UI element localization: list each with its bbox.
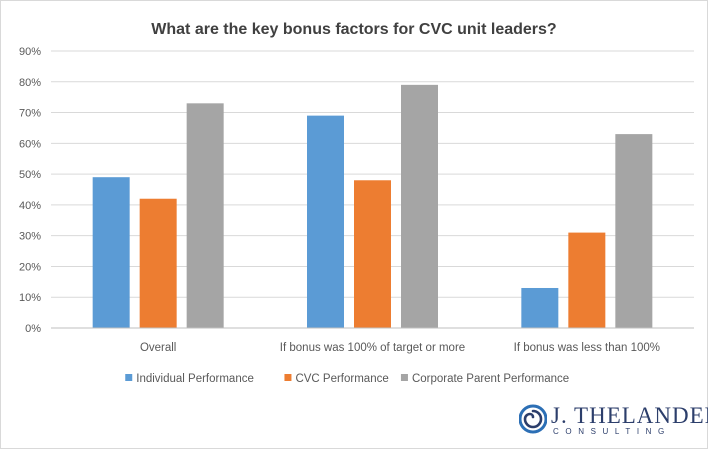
x-tick-label: If bonus was 100% of target or more	[280, 342, 465, 354]
y-tick-label: 50%	[19, 169, 41, 181]
y-tick-label: 10%	[19, 292, 41, 304]
y-tick-label: 0%	[25, 323, 41, 335]
y-axis: 0% 10% 20% 30% 40% 50% 60% 70% 80% 90%	[19, 46, 41, 335]
legend-label: Individual Performance	[136, 373, 254, 385]
legend-label: Corporate Parent Performance	[412, 373, 569, 385]
bar	[139, 198, 177, 328]
legend-swatch	[284, 374, 292, 381]
bar	[354, 180, 391, 328]
x-axis: Overall If bonus was 100% of target or mo…	[51, 327, 694, 354]
logo-name: J. THELANDER	[551, 403, 708, 428]
y-tick-label: 80%	[19, 77, 41, 89]
legend-swatch	[125, 374, 133, 381]
y-tick-label: 20%	[19, 261, 41, 273]
spiral-icon	[519, 404, 547, 434]
bar	[92, 177, 130, 328]
legend-label: CVC Performance	[295, 373, 388, 385]
bar	[186, 103, 224, 328]
bar	[307, 115, 344, 328]
legend: Individual Performance CVC Performance Cor…	[125, 373, 569, 385]
bar	[568, 232, 606, 328]
legend-swatch	[400, 374, 408, 381]
bar	[615, 134, 653, 328]
y-tick-label: 90%	[19, 46, 41, 58]
bars	[92, 84, 653, 328]
y-tick-label: 60%	[19, 138, 41, 150]
company-logo: J. THELANDER CONSULTING	[519, 401, 708, 441]
y-tick-label: 70%	[19, 108, 41, 120]
x-tick-label: If bonus was less than 100%	[514, 342, 660, 354]
x-tick-label: Overall	[140, 342, 176, 354]
bar	[521, 287, 559, 328]
bar	[401, 84, 438, 328]
logo-tagline: CONSULTING	[553, 427, 671, 436]
y-tick-label: 40%	[19, 200, 41, 212]
y-tick-label: 30%	[19, 231, 41, 243]
bar-chart: What are the key bonus factors for CVC u…	[19, 21, 694, 385]
chart-title: What are the key bonus factors for CVC u…	[151, 21, 556, 38]
